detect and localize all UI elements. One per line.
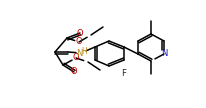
Text: O: O (71, 68, 77, 76)
Text: F: F (122, 68, 126, 78)
Text: O: O (76, 37, 82, 47)
Text: H: H (81, 47, 87, 56)
Text: O: O (73, 53, 79, 63)
Text: O: O (77, 29, 83, 37)
Text: N: N (76, 48, 82, 57)
Text: N: N (161, 49, 167, 59)
